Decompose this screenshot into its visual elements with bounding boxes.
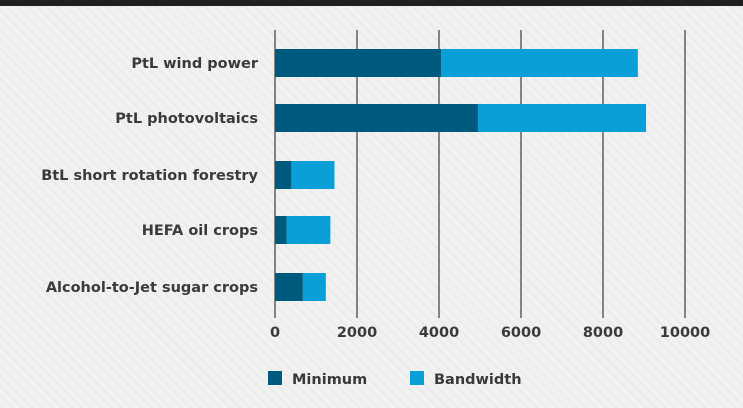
label-layer: PtL wind power PtL photovoltaics BtL short… [41, 56, 259, 296]
tick-layer: 0 2000 4000 6000 8000 10000 [270, 325, 710, 341]
legend-label-minimum: Minimum [292, 372, 367, 388]
category-label-alcohol-to-jet-sugar-crops: Alcohol-to-Jet sugar crops [46, 280, 258, 296]
legend: Minimum Bandwidth [268, 371, 522, 388]
bar-btl-short-rotation-forestry-minimum [275, 161, 292, 189]
bar-hefa-oil-crops-minimum [275, 216, 287, 244]
category-label-ptl-photovoltaics: PtL photovoltaics [115, 111, 258, 127]
legend-swatch-bandwidth [410, 371, 424, 385]
x-tick-label-6000: 6000 [501, 325, 541, 341]
x-tick-label-2000: 2000 [337, 325, 377, 341]
bar-btl-short-rotation-forestry-bandwidth [291, 161, 335, 189]
legend-swatch-minimum [268, 371, 282, 385]
x-tick-label-10000: 10000 [660, 325, 710, 341]
x-tick-label-4000: 4000 [419, 325, 459, 341]
x-tick-label-0: 0 [270, 325, 280, 341]
legend-label-bandwidth: Bandwidth [434, 372, 522, 388]
bar-ptl-wind-power-bandwidth [441, 49, 638, 77]
bar-ptl-photovoltaics-bandwidth [477, 104, 647, 132]
category-label-ptl-wind-power: PtL wind power [131, 56, 259, 72]
bar-hefa-oil-crops-bandwidth [286, 216, 331, 244]
bar-alcohol-to-jet-sugar-crops-bandwidth [302, 273, 326, 301]
x-tick-label-8000: 8000 [583, 325, 623, 341]
bar-ptl-photovoltaics-minimum [275, 104, 478, 132]
grid-layer [274, 30, 686, 318]
category-label-hefa-oil-crops: HEFA oil crops [142, 223, 258, 239]
category-label-btl-short-rotation-forestry: BtL short rotation forestry [41, 168, 258, 184]
bar-layer [275, 49, 647, 301]
top-rule [0, 0, 743, 6]
bar-ptl-wind-power-minimum [275, 49, 442, 77]
bar-alcohol-to-jet-sugar-crops-minimum [275, 273, 303, 301]
